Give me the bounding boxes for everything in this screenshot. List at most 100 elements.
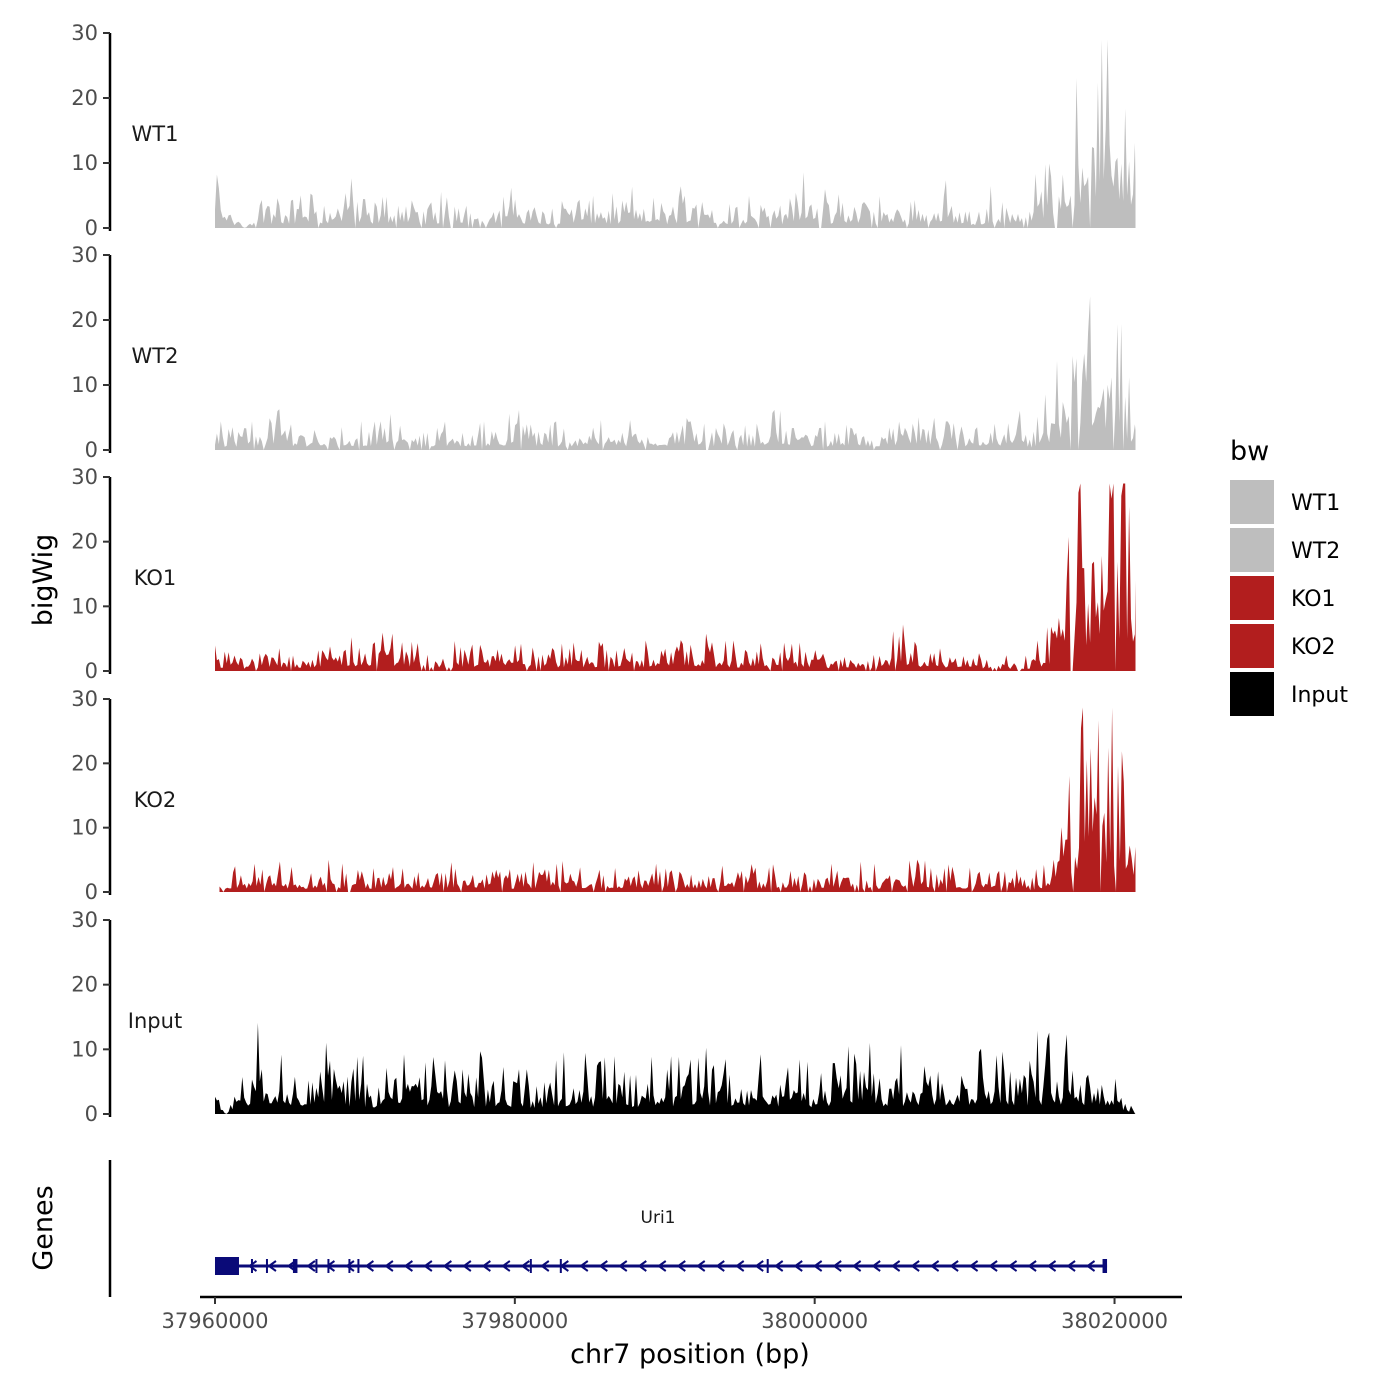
strand-arrow	[364, 1260, 374, 1272]
track-input: 0 10 20 30 Input	[71, 908, 1136, 1126]
y-tick-label: 20	[71, 530, 98, 554]
legend-swatch-ko1	[1230, 576, 1274, 620]
strand-arrow	[481, 1260, 491, 1272]
gene-name-label: Uri1	[641, 1208, 676, 1228]
gene-exon	[327, 1259, 330, 1273]
y-tick-label: 0	[85, 216, 98, 240]
strand-arrow	[1085, 1260, 1096, 1272]
y-tick-label: 0	[85, 1102, 98, 1126]
strand-arrow	[462, 1260, 472, 1272]
strand-arrow	[890, 1260, 901, 1272]
y-tick-label: 30	[71, 908, 98, 932]
genes-axis-title: Genes	[28, 1185, 59, 1270]
track-ko2: 0 10 20 30 KO2	[71, 687, 1136, 904]
y-tick-label: 0	[85, 438, 98, 462]
gene-exon	[766, 1259, 769, 1273]
legend-swatch-wt2	[1230, 528, 1274, 572]
strand-arrow	[501, 1260, 511, 1272]
strand-arrow	[442, 1260, 452, 1272]
strand-arrow	[793, 1260, 803, 1272]
y-tick-label: 0	[85, 880, 98, 904]
strand-arrow	[988, 1260, 998, 1272]
track-label: WT2	[132, 344, 179, 368]
x-tick-label: 38020000	[1061, 1309, 1168, 1333]
strand-arrow	[325, 1260, 336, 1272]
y-tick-label: 30	[71, 243, 98, 267]
y-axis-title: bigWig	[28, 534, 59, 627]
strand-arrow	[540, 1260, 550, 1272]
y-tick-label: 10	[71, 373, 98, 397]
track-label: Input	[128, 1009, 182, 1033]
legend-label-ko1: KO1	[1291, 587, 1336, 612]
strand-arrow	[696, 1260, 706, 1272]
track-label: WT1	[132, 122, 179, 146]
x-axis: 37960000 37980000 38000000 38020000	[162, 1295, 1182, 1333]
genes-panel: Uri1	[108, 1160, 1108, 1297]
strand-arrow	[968, 1260, 979, 1272]
y-tick-label: 30	[71, 21, 98, 45]
strand-arrow	[579, 1260, 589, 1272]
strand-arrow	[812, 1260, 823, 1272]
y-tick-label: 30	[71, 687, 98, 711]
legend: bw WT1 WT2 KO1 KO2 Input	[1230, 436, 1348, 716]
strand-arrow	[657, 1260, 667, 1272]
strand-arrow	[773, 1260, 784, 1272]
x-tick-label: 38000000	[761, 1309, 868, 1333]
strand-arrow	[345, 1260, 355, 1272]
gene-exon	[250, 1259, 253, 1273]
x-tick-label: 37980000	[461, 1309, 568, 1333]
legend-swatch-input	[1230, 672, 1274, 716]
strand-arrow	[384, 1260, 394, 1272]
signal-area-wt2	[215, 296, 1136, 450]
y-tick-label: 20	[71, 86, 98, 110]
y-tick-label: 10	[71, 151, 98, 175]
track-ko1: 0 10 20 30 KO1	[71, 465, 1136, 683]
gene-exon	[529, 1259, 532, 1273]
gene-exon	[214, 1257, 239, 1275]
y-tick-label: 20	[71, 973, 98, 997]
legend-label-ko2: KO2	[1291, 635, 1336, 660]
y-tick-label: 10	[71, 816, 98, 840]
strand-arrow	[520, 1260, 530, 1272]
strand-arrow	[403, 1260, 413, 1272]
strand-arrow	[598, 1260, 608, 1272]
strand-arrow	[754, 1260, 764, 1272]
signal-area-wt1	[215, 39, 1136, 228]
strand-arrow	[910, 1260, 920, 1272]
legend-label-wt2: WT2	[1291, 539, 1340, 564]
strand-arrow	[267, 1260, 277, 1272]
strand-arrow	[306, 1260, 316, 1272]
x-tick-label: 37960000	[162, 1309, 269, 1333]
strand-arrow	[676, 1260, 686, 1272]
strand-arrow	[1066, 1260, 1076, 1272]
strand-arrow	[1007, 1260, 1018, 1272]
signal-area-ko2	[219, 707, 1136, 892]
y-tick-label: 20	[71, 751, 98, 775]
y-tick-label: 0	[85, 659, 98, 683]
gene-exon	[265, 1259, 268, 1273]
strand-arrow	[715, 1260, 725, 1272]
track-label: KO2	[134, 788, 177, 812]
gene-exon	[357, 1259, 360, 1273]
legend-swatch-wt1	[1230, 480, 1274, 524]
gene-exon	[559, 1259, 562, 1273]
strand-arrow	[1027, 1260, 1037, 1272]
y-tick-label: 10	[71, 594, 98, 618]
signal-area-ko1	[215, 483, 1136, 671]
gene-exon	[292, 1259, 298, 1273]
strand-arrow	[735, 1260, 745, 1272]
track-wt1: 0 10 20 30 WT1	[71, 21, 1136, 240]
gene-exon	[1102, 1259, 1108, 1273]
gene-exon	[315, 1259, 318, 1273]
tracks-layer: 0 10 20 30 WT1 0 10 20 30 WT2 0 10 20 30 KO1 0 10 20 30 KO2…	[71, 21, 1136, 1126]
y-tick-label: 20	[71, 308, 98, 332]
strand-arrow	[949, 1260, 959, 1272]
signal-area-input	[215, 1022, 1136, 1114]
strand-arrow	[423, 1260, 433, 1272]
strand-arrow	[247, 1260, 258, 1272]
legend-label-wt1: WT1	[1291, 491, 1340, 516]
strand-arrow	[851, 1260, 862, 1272]
legend-title: bw	[1230, 436, 1269, 467]
